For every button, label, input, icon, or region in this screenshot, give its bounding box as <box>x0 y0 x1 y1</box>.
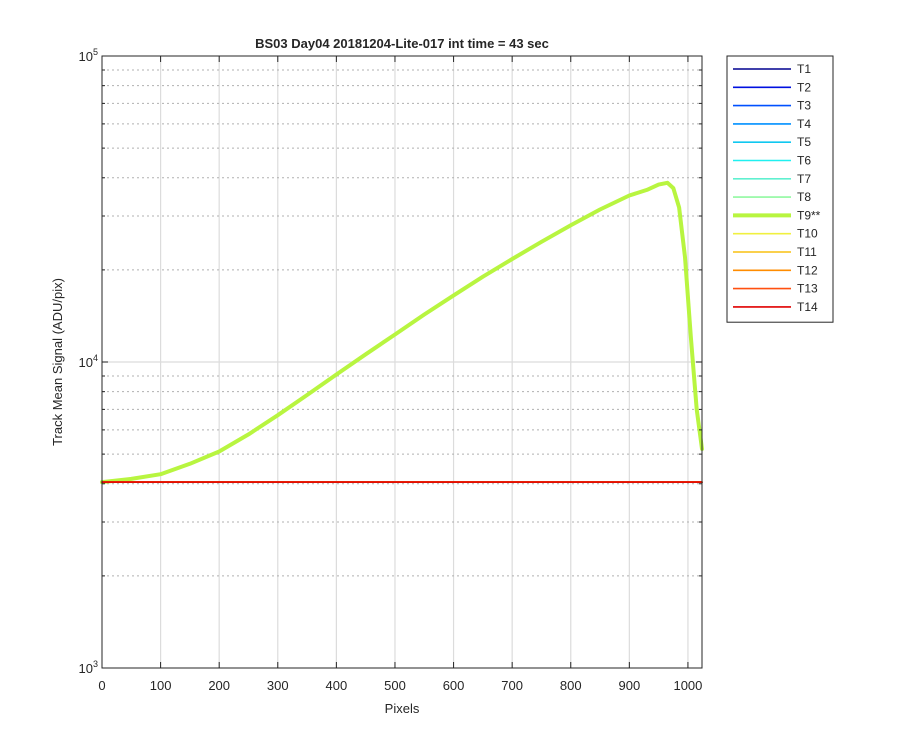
legend-label: T5 <box>797 135 811 149</box>
x-tick-label: 500 <box>384 678 406 693</box>
y-tick-label: 103 <box>79 659 98 676</box>
legend-label: T11 <box>797 245 817 259</box>
x-tick-label: 800 <box>560 678 582 693</box>
series-lines <box>100 180 704 485</box>
y-tick-label: 105 <box>79 47 98 64</box>
legend-label: T4 <box>797 117 811 131</box>
legend-label: T3 <box>797 99 811 113</box>
legend-label: T7 <box>797 172 811 186</box>
legend-label: T12 <box>797 263 818 277</box>
legend-label: T1 <box>797 62 811 76</box>
x-tick-label: 700 <box>501 678 523 693</box>
axis-ticks: 0 100 200 300 400 500 600 700 800 900 1000 103 104 10… <box>79 47 703 693</box>
legend-label: T10 <box>797 227 818 241</box>
legend: T1 T2 T3 T4 T5 T6 T7 T8 T9** T10 T11 T12 T13 T14 <box>726 55 834 323</box>
grid <box>102 56 702 668</box>
chart-title: BS03 Day04 20181204-Lite-017 int time = … <box>255 36 549 51</box>
legend-label: T13 <box>797 282 818 296</box>
x-tick-label: 0 <box>98 678 105 693</box>
legend-label: T6 <box>797 154 811 168</box>
x-tick-label: 600 <box>443 678 465 693</box>
legend-label: T14 <box>797 300 818 314</box>
x-tick-label: 300 <box>267 678 289 693</box>
x-tick-label: 100 <box>150 678 172 693</box>
legend-box <box>726 55 834 323</box>
series-line <box>100 180 704 485</box>
y-tick-label: 104 <box>79 353 98 370</box>
legend-label: T8 <box>797 190 811 204</box>
legend-label: T2 <box>797 80 811 94</box>
x-tick-label: 900 <box>618 678 640 693</box>
x-tick-label: 400 <box>326 678 348 693</box>
x-axis-label: Pixels <box>385 701 420 716</box>
legend-label: T9** <box>797 208 821 222</box>
x-tick-label: 1000 <box>673 678 702 693</box>
x-tick-label: 200 <box>208 678 230 693</box>
y-axis-label: Track Mean Signal (ADU/pix) <box>50 278 65 446</box>
